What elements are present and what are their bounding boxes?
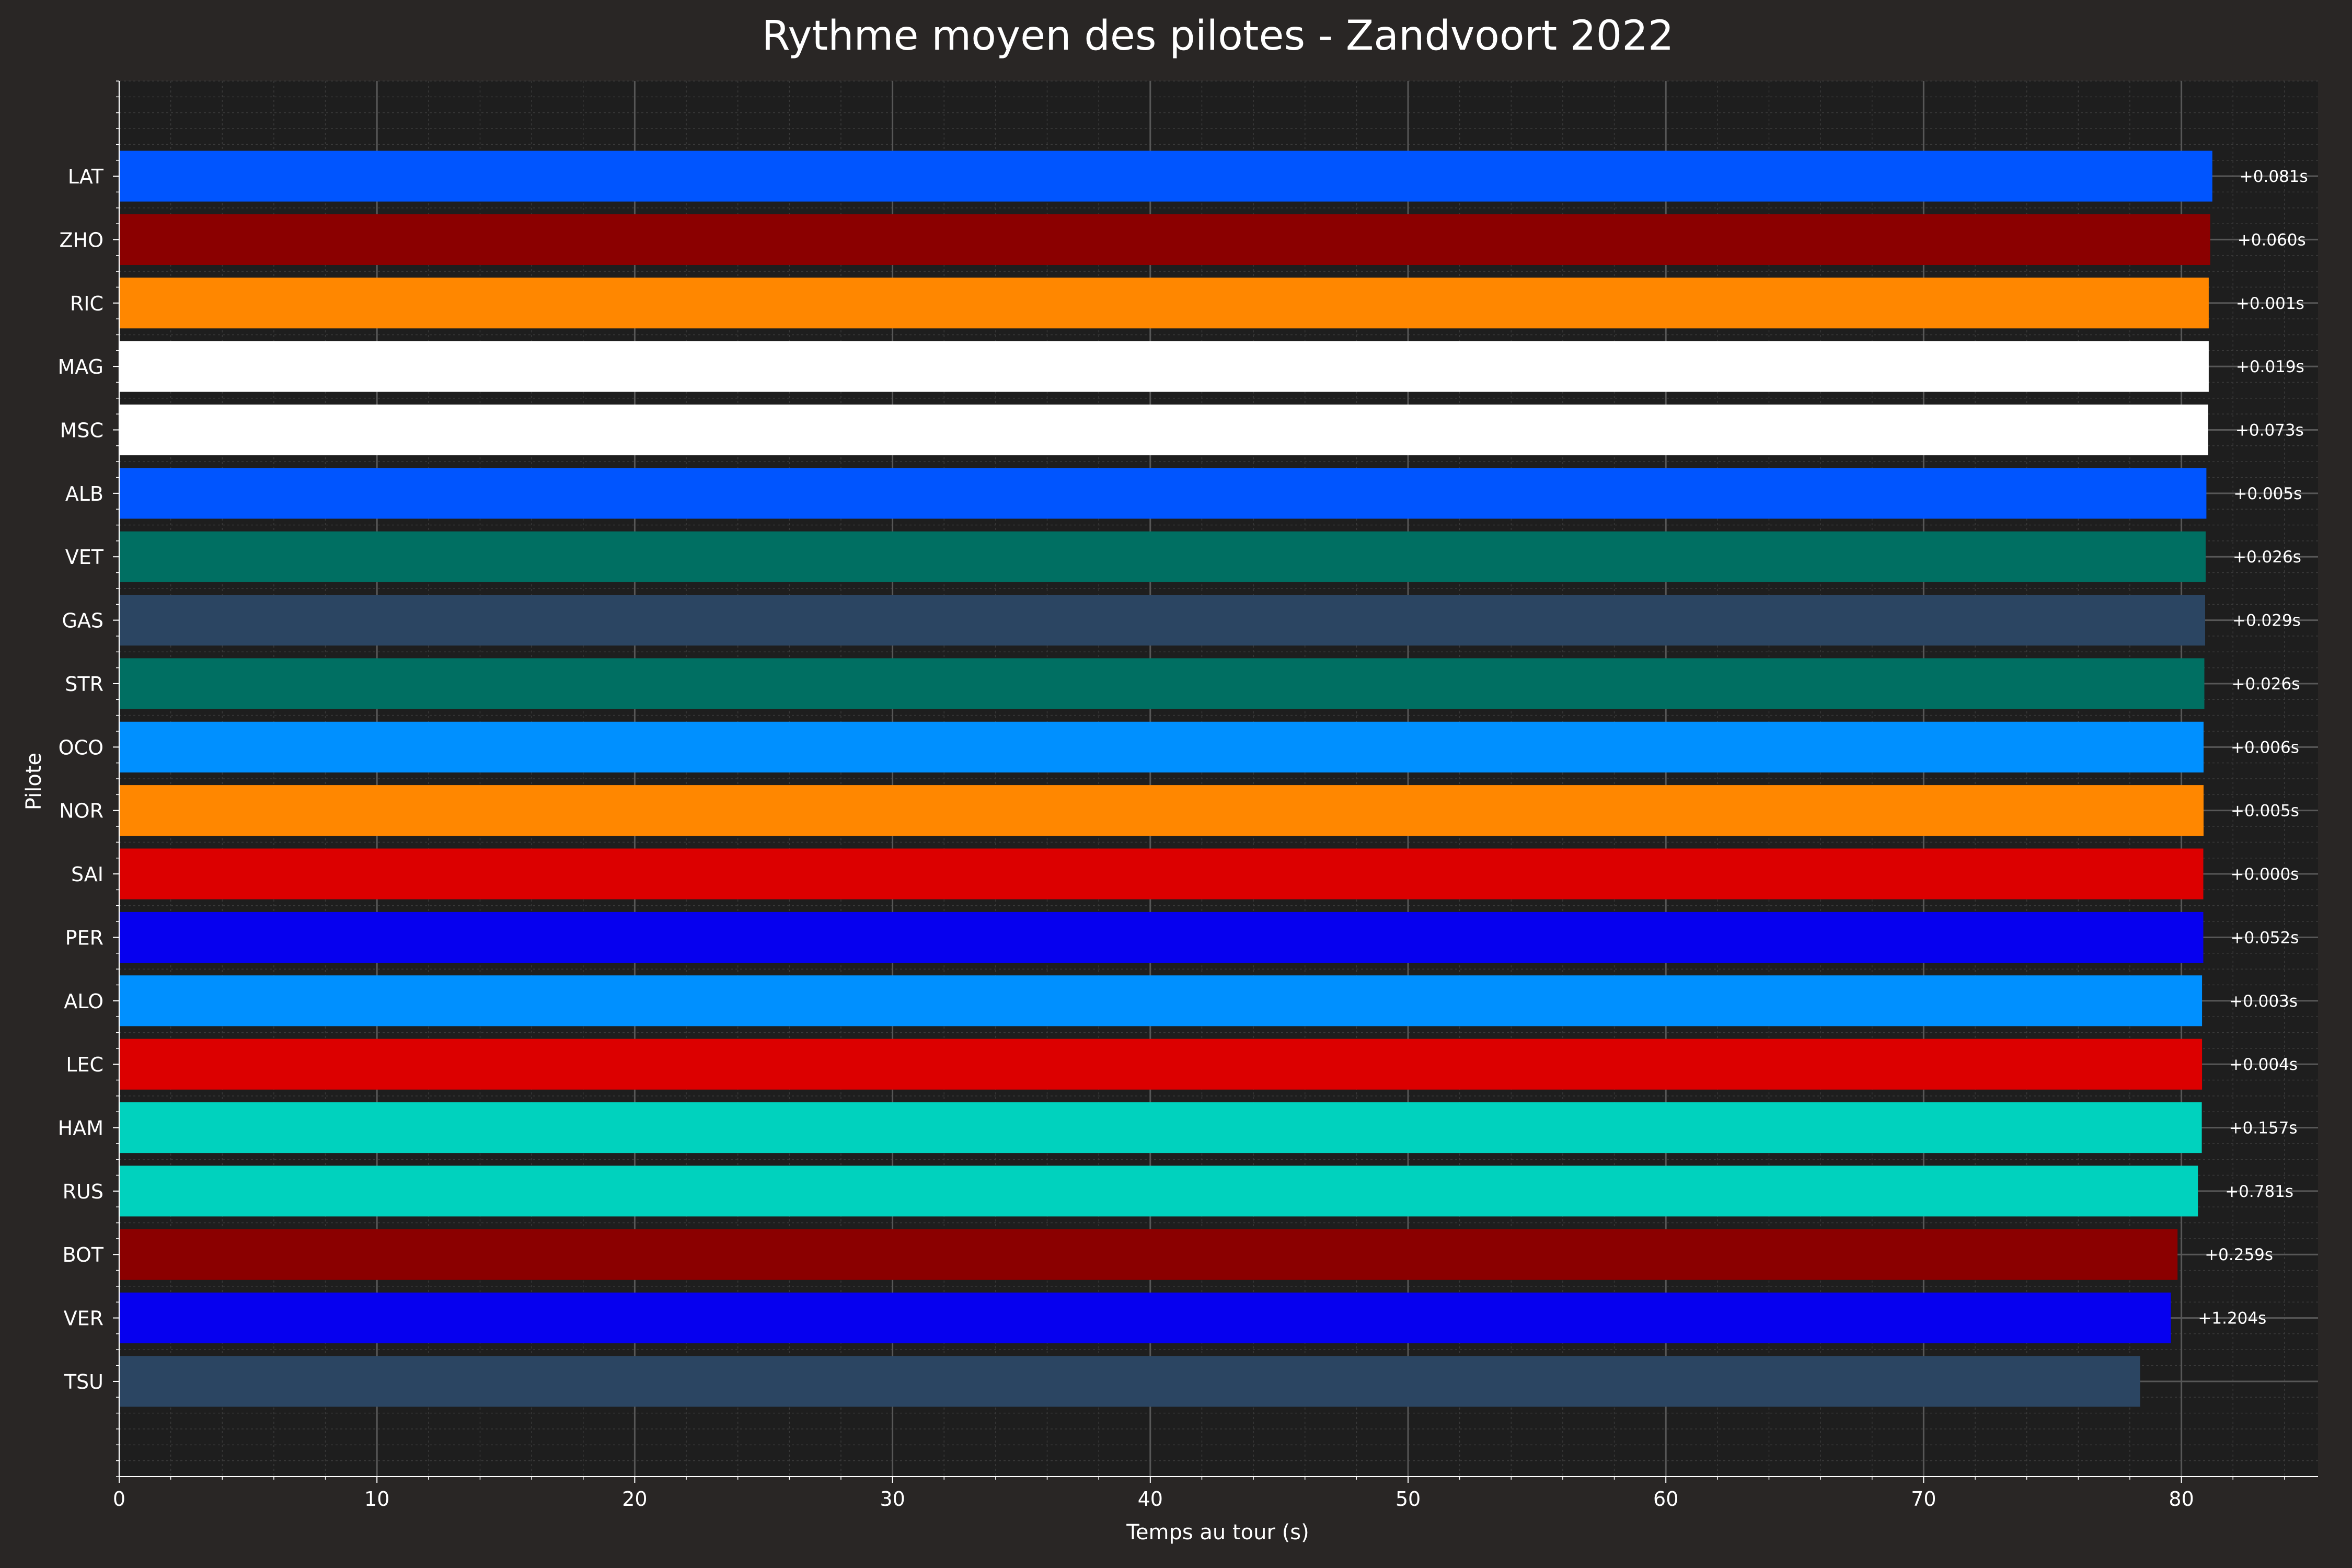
bar-ver [119, 1293, 2171, 1344]
x-tick-label: 20 [622, 1488, 647, 1511]
gap-label-ham: +0.157s [2229, 1119, 2298, 1138]
gap-label-rus: +0.781s [2225, 1182, 2293, 1201]
bar-per [119, 912, 2204, 963]
bar-vet [119, 531, 2206, 582]
y-tick-label-lec: LEC [66, 1053, 103, 1076]
annotations-group: +0.081s +0.060s +0.001s +0.019s +0.073s +0.00… [2198, 167, 2308, 1328]
bar-sai [119, 848, 2204, 900]
gap-label-mag: +0.019s [2236, 358, 2304, 376]
y-tick-label-rus: RUS [63, 1180, 103, 1203]
gap-label-msc: +0.073s [2235, 421, 2304, 440]
bar-rus [119, 1166, 2198, 1217]
bar-lec [119, 1039, 2203, 1090]
gap-label-lat: +0.081s [2240, 167, 2308, 186]
x-tick-label: 70 [1911, 1488, 1936, 1511]
y-tick-label-zho: ZHO [59, 228, 103, 251]
gap-label-bot: +0.259s [2205, 1246, 2273, 1264]
bar-bot [119, 1229, 2178, 1280]
bar-alb [119, 468, 2207, 519]
gap-label-alb: +0.005s [2233, 485, 2302, 503]
gap-label-oco: +0.006s [2231, 738, 2299, 757]
y-axis-label: Pilote [22, 753, 46, 810]
y-tick-label-bot: BOT [62, 1243, 103, 1266]
bar-ric [119, 278, 2209, 329]
gap-label-lec: +0.004s [2229, 1055, 2298, 1074]
bar-zho [119, 214, 2210, 265]
x-tick-label: 50 [1396, 1488, 1421, 1511]
gap-label-str: +0.026s [2232, 675, 2300, 694]
bar-nor [119, 785, 2204, 836]
chart-title: Rythme moyen des pilotes - Zandvoort 202… [762, 13, 1674, 60]
y-tick-label-oco: OCO [59, 736, 103, 759]
bar-oco [119, 721, 2204, 773]
bar-lat [119, 151, 2212, 202]
y-tick-label-msc: MSC [60, 419, 103, 442]
bars-group [119, 151, 2212, 1407]
gap-label-vet: +0.026s [2233, 548, 2301, 567]
gap-label-nor: +0.005s [2231, 802, 2299, 821]
y-tick-label-ver: VER [64, 1307, 103, 1330]
bar-msc [119, 405, 2208, 456]
gap-label-gas: +0.029s [2232, 612, 2301, 630]
x-tick-label: 0 [113, 1488, 125, 1511]
gap-label-ver: +1.204s [2198, 1309, 2266, 1328]
y-tick-label-mag: MAG [57, 355, 103, 378]
gap-label-alo: +0.003s [2229, 992, 2298, 1011]
y-tick-label-alb: ALB [65, 482, 103, 505]
x-axis-label: Temps au tour (s) [1126, 1520, 1309, 1544]
bar-gas [119, 595, 2205, 646]
gap-label-sai: +0.000s [2231, 865, 2299, 884]
x-tick-label: 80 [2169, 1488, 2194, 1511]
bar-str [119, 658, 2205, 709]
x-tick-label: 60 [1653, 1488, 1678, 1511]
y-tick-label-str: STR [65, 673, 103, 696]
gap-label-ric: +0.001s [2236, 294, 2304, 313]
x-tick-label: 10 [364, 1488, 389, 1511]
bar-tsu [119, 1356, 2140, 1407]
y-tick-label-per: PER [65, 926, 103, 949]
x-tick-label: 40 [1138, 1488, 1163, 1511]
bar-alo [119, 975, 2203, 1027]
gap-label-per: +0.052s [2231, 928, 2299, 947]
bar-ham [119, 1102, 2202, 1154]
y-tick-label-nor: NOR [59, 800, 103, 823]
gap-label-zho: +0.060s [2238, 230, 2306, 249]
y-tick-label-lat: LAT [68, 165, 104, 188]
y-tick-label-ric: RIC [70, 292, 103, 315]
x-tick-label: 30 [880, 1488, 905, 1511]
y-tick-label-gas: GAS [62, 609, 103, 632]
y-tick-label-ham: HAM [58, 1117, 103, 1140]
y-tick-label-tsu: TSU [64, 1370, 103, 1393]
bar-mag [119, 341, 2209, 392]
y-tick-label-alo: ALO [64, 990, 103, 1013]
x-axis-ticks: 0 10 20 30 40 50 60 70 80 [113, 1477, 2285, 1511]
y-tick-label-vet: VET [65, 546, 104, 569]
y-tick-label-sai: SAI [71, 863, 103, 886]
